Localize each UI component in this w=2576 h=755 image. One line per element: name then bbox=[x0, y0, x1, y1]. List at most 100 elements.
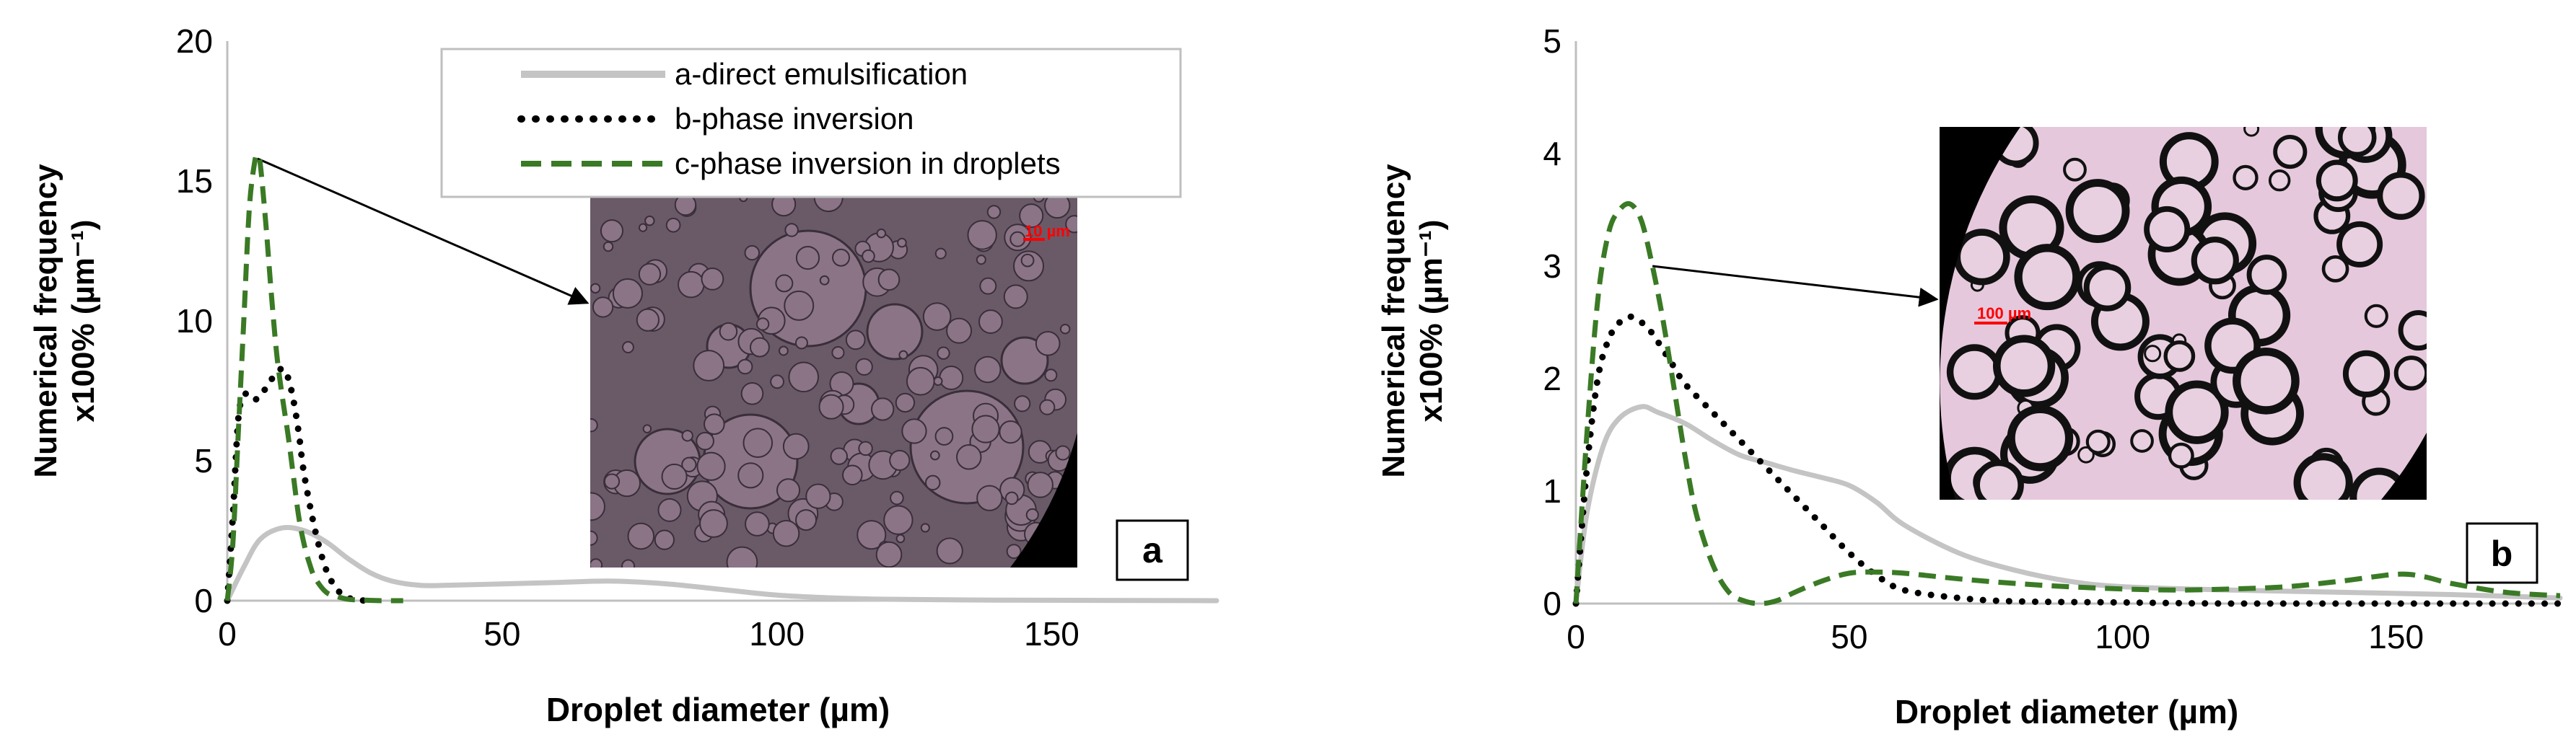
panel-a-x-tick-label: 100 bbox=[749, 615, 805, 653]
micrograph-droplet bbox=[1004, 491, 1019, 505]
micrograph-droplet bbox=[2316, 159, 2358, 202]
micrograph-droplet bbox=[590, 530, 598, 546]
panel-b-x-tick-label: 50 bbox=[1831, 618, 1867, 655]
panel-a-y-tick-label: 20 bbox=[176, 22, 213, 60]
micrograph-droplet bbox=[895, 392, 916, 413]
micrograph-droplet bbox=[2163, 340, 2196, 372]
micrograph-droplet bbox=[2191, 237, 2239, 285]
micrograph-droplet bbox=[642, 424, 652, 433]
micrograph-droplet bbox=[2130, 429, 2154, 453]
micrograph-droplet bbox=[782, 433, 810, 460]
micrograph-droplet bbox=[638, 223, 648, 232]
micrograph-droplet bbox=[871, 397, 895, 421]
micrograph-droplet bbox=[974, 356, 1002, 384]
micrograph-droplet bbox=[2144, 206, 2191, 253]
micrograph-droplet bbox=[776, 478, 801, 503]
micrograph-droplet bbox=[976, 255, 986, 265]
micrograph-droplet bbox=[929, 450, 940, 461]
legend: a-direct emulsification b-phase inversio… bbox=[440, 48, 1182, 198]
micrograph-droplet bbox=[2246, 255, 2287, 295]
panel-b-series-dashed-line bbox=[1573, 200, 2561, 606]
micrograph-droplet bbox=[862, 249, 875, 263]
micrograph-droplet bbox=[831, 345, 845, 360]
micrograph-droplet bbox=[771, 196, 797, 217]
micrograph-droplet bbox=[858, 441, 873, 456]
micrograph-droplet bbox=[592, 296, 614, 318]
micrograph-droplet bbox=[1992, 335, 2056, 397]
micrograph-droplet bbox=[866, 303, 924, 361]
micrograph-droplet bbox=[2085, 429, 2111, 454]
micrograph-droplet bbox=[1009, 231, 1026, 247]
micrograph-droplet bbox=[627, 522, 655, 550]
micrograph-droplet bbox=[875, 541, 903, 568]
micrograph-droplet bbox=[939, 366, 964, 391]
micrograph-droplet bbox=[2336, 221, 2383, 268]
micrograph-droplet bbox=[699, 509, 728, 538]
micrograph-droplet bbox=[1006, 544, 1022, 560]
micrograph-droplet bbox=[890, 490, 904, 505]
panel-a-series bbox=[224, 152, 1219, 604]
micrograph-droplet bbox=[986, 205, 1002, 219]
panel-b-series bbox=[1572, 200, 2564, 607]
micrograph-droplet bbox=[603, 473, 621, 490]
panel-b-y-axis-title-line1: Numerical frequency bbox=[1376, 164, 1411, 478]
micrograph-droplet bbox=[636, 308, 660, 332]
panel-b-y-tick-label: 5 bbox=[1543, 22, 1561, 60]
micrograph-droplet bbox=[590, 283, 601, 294]
panel-b-x-axis-title: Droplet diameter (µm) bbox=[1895, 693, 2238, 730]
micrograph-droplet bbox=[830, 447, 848, 465]
micrograph-droplet bbox=[2233, 347, 2300, 415]
micrograph-droplet bbox=[2273, 135, 2308, 169]
panel-a: 0 5 10 15 20 0 50 100 150 Droplet diameter (µm)… bbox=[28, 22, 1219, 728]
panel-b-x-tick-label: 0 bbox=[1567, 618, 1585, 655]
micrograph-droplet bbox=[795, 245, 820, 270]
panel-a-scale-bar-label: 10 µm bbox=[1025, 222, 1070, 240]
panel-b-y-axis-title-line2: x100% (µm⁻¹) bbox=[1414, 220, 1449, 423]
micrograph-droplet bbox=[1035, 330, 1061, 356]
micrograph-droplet bbox=[784, 223, 799, 237]
micrograph-droplet bbox=[889, 449, 911, 471]
micrograph-droplet bbox=[2007, 405, 2074, 472]
micrograph-droplet bbox=[2165, 380, 2229, 444]
micrograph-droplet bbox=[704, 413, 725, 436]
panel-a-micrograph-droplets bbox=[590, 196, 1077, 568]
panel-b-inset-pointer-arrow bbox=[1652, 265, 1939, 307]
micrograph-droplet bbox=[999, 420, 1022, 444]
panel-b-y-tick-label: 2 bbox=[1543, 360, 1561, 397]
micrograph-droplet bbox=[1059, 323, 1071, 335]
micrograph-droplet bbox=[971, 415, 1000, 443]
micrograph-droplet bbox=[2398, 310, 2427, 351]
micrograph-droplet bbox=[772, 519, 800, 547]
micrograph-droplet bbox=[1039, 399, 1056, 415]
micrograph-droplet bbox=[883, 505, 914, 535]
panel-a-micrograph-vignette bbox=[1010, 433, 1077, 568]
micrograph-droplet bbox=[775, 274, 794, 293]
panel-b-series-dotted-line bbox=[1572, 313, 2564, 607]
micrograph-droplet bbox=[795, 509, 818, 531]
micrograph-droplet bbox=[2337, 127, 2377, 157]
micrograph-droplet bbox=[842, 464, 863, 486]
panel-b-micrograph-vignette-left bbox=[1940, 127, 2020, 500]
legend-entry-b: b-phase inversion bbox=[675, 102, 914, 136]
micrograph-droplet bbox=[770, 374, 784, 389]
micrograph-droplet bbox=[1044, 196, 1071, 219]
micrograph-droplet bbox=[967, 220, 997, 250]
micrograph-droplet bbox=[696, 431, 714, 451]
micrograph-droplet bbox=[2168, 442, 2194, 469]
panel-a-micrograph-inset: 10 µm bbox=[590, 196, 1077, 568]
micrograph-droplet bbox=[857, 520, 887, 550]
panel-b-micrograph-droplets bbox=[1940, 127, 2427, 500]
panel-b-x-tick-label: 150 bbox=[2368, 618, 2424, 655]
micrograph-droplet bbox=[1020, 253, 1035, 268]
micrograph-droplet bbox=[600, 219, 624, 243]
micrograph-droplet bbox=[901, 418, 927, 444]
micrograph-droplet bbox=[2243, 127, 2260, 137]
micrograph-droplet bbox=[681, 430, 693, 442]
micrograph-droplet bbox=[2063, 157, 2087, 182]
panel-a-y-tick-label: 15 bbox=[176, 162, 213, 200]
micrograph-droplet bbox=[755, 317, 770, 331]
micrograph-droplet bbox=[612, 278, 643, 309]
panel-a-y-ticks: 0 5 10 15 20 bbox=[176, 22, 213, 619]
panel-b-micrograph-inset: 100 µm bbox=[1940, 127, 2427, 500]
micrograph-droplet bbox=[2014, 244, 2081, 311]
